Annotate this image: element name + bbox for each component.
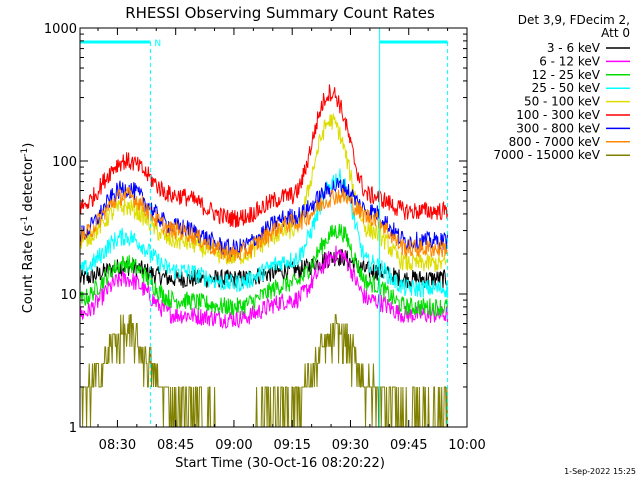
axis-layer: 08:30 08:45 09:00 09:15 09:30 09:45 10:00 1 10 10…	[44, 22, 486, 453]
y-axis-label-sup2: -1	[20, 148, 30, 157]
x-tick-label: 09:00	[215, 438, 252, 453]
x-tick-label: 09:30	[332, 438, 369, 453]
x-tick-label: 09:15	[273, 438, 310, 453]
series-line	[79, 186, 448, 263]
y-axis-label-end: )	[21, 143, 36, 148]
x-tick-label: 08:30	[99, 438, 136, 453]
legend-entry-label: 25 - 50 keV	[532, 81, 601, 95]
series-line	[79, 245, 449, 329]
y-tick-label: 10	[60, 288, 77, 303]
plot-frame	[79, 27, 468, 428]
series-line	[79, 113, 449, 272]
x-tick-label: 09:45	[390, 438, 427, 453]
series-line	[79, 84, 449, 228]
y-axis-label-part1: Count Rate (s	[21, 225, 36, 314]
y-tick-label: 1000	[44, 22, 77, 37]
y-axis-label-part2: detector	[21, 156, 36, 216]
x-axis-label: Start Time (30-Oct-16 08:20:22)	[175, 456, 385, 471]
legend-header-line2: Att 0	[601, 26, 630, 40]
legend-entry-label: 12 - 25 keV	[532, 68, 601, 82]
series-line	[79, 168, 449, 298]
legend-entry-label: 800 - 7000 keV	[509, 135, 601, 149]
y-tick-label: 100	[52, 155, 77, 170]
footer-date: 1-Sep-2022 15:25	[564, 467, 636, 476]
legend-header-line1: Det 3,9, FDecim 2,	[518, 13, 630, 27]
data-layer	[79, 84, 449, 428]
x-tick-label: 08:45	[157, 438, 194, 453]
x-tick-label: 10:00	[448, 438, 485, 453]
legend-entry-label: 6 - 12 keV	[539, 54, 601, 68]
flag-layer: N	[80, 28, 449, 427]
legend-entry-label: 3 - 6 keV	[547, 41, 601, 55]
legend-entry-label: 50 - 100 keV	[524, 95, 601, 109]
chart-title: RHESSI Observing Summary Count Rates	[125, 4, 435, 22]
y-axis-label-sup1: -1	[20, 216, 30, 225]
flag-label: N	[154, 39, 161, 49]
y-axis-label: Count Rate (s-1 detector-1)	[20, 143, 36, 314]
legend-entry-label: 300 - 800 keV	[516, 121, 600, 135]
legend-entry-label: 7000 - 15000 keV	[493, 148, 600, 162]
y-tick-label: 1	[69, 421, 77, 436]
series-line	[79, 223, 449, 317]
legend-entry-label: 100 - 300 keV	[516, 108, 600, 122]
